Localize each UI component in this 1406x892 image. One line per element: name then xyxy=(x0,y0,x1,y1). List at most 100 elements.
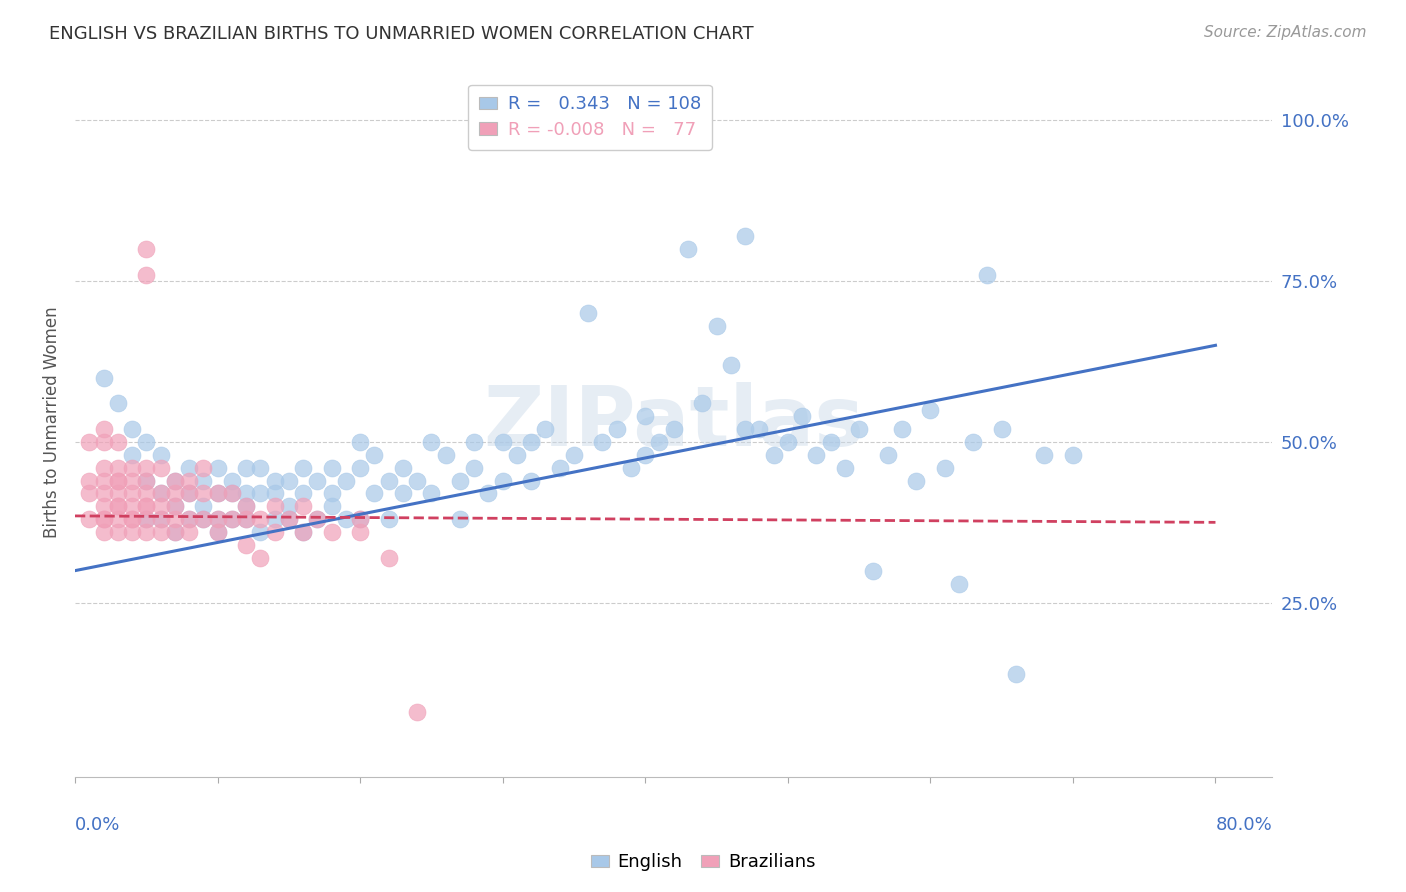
Point xyxy=(163,524,186,539)
Point xyxy=(193,500,215,514)
Point xyxy=(463,460,485,475)
Point xyxy=(93,512,115,526)
Point xyxy=(135,486,157,500)
Point xyxy=(193,460,215,475)
Point xyxy=(263,486,285,500)
Point xyxy=(249,512,271,526)
Point xyxy=(107,474,129,488)
Text: 80.0%: 80.0% xyxy=(1216,815,1272,833)
Point xyxy=(820,434,842,449)
Point xyxy=(920,402,942,417)
Point xyxy=(277,500,299,514)
Point xyxy=(149,486,172,500)
Point xyxy=(790,409,813,424)
Point xyxy=(263,524,285,539)
Point xyxy=(235,512,257,526)
Text: ZIPatlas: ZIPatlas xyxy=(484,382,865,463)
Point xyxy=(177,486,200,500)
Point xyxy=(292,486,315,500)
Point xyxy=(420,434,443,449)
Point xyxy=(107,512,129,526)
Point xyxy=(177,512,200,526)
Point xyxy=(77,512,100,526)
Point xyxy=(962,434,984,449)
Point xyxy=(890,422,912,436)
Point xyxy=(177,512,200,526)
Point xyxy=(135,500,157,514)
Point xyxy=(862,564,884,578)
Point xyxy=(377,474,399,488)
Point xyxy=(207,524,229,539)
Point xyxy=(463,434,485,449)
Point xyxy=(434,448,457,462)
Point xyxy=(1005,666,1028,681)
Point xyxy=(277,474,299,488)
Text: ENGLISH VS BRAZILIAN BIRTHS TO UNMARRIED WOMEN CORRELATION CHART: ENGLISH VS BRAZILIAN BIRTHS TO UNMARRIED… xyxy=(49,25,754,43)
Point xyxy=(648,434,671,449)
Point xyxy=(193,512,215,526)
Point xyxy=(193,474,215,488)
Point xyxy=(121,474,143,488)
Point xyxy=(135,434,157,449)
Point xyxy=(121,460,143,475)
Point xyxy=(321,524,343,539)
Point xyxy=(321,500,343,514)
Point xyxy=(221,512,243,526)
Point xyxy=(905,474,928,488)
Point xyxy=(307,474,329,488)
Point xyxy=(292,524,315,539)
Point xyxy=(406,705,429,719)
Point xyxy=(235,512,257,526)
Point xyxy=(263,474,285,488)
Point xyxy=(207,512,229,526)
Point xyxy=(93,422,115,436)
Point xyxy=(321,460,343,475)
Y-axis label: Births to Unmarried Women: Births to Unmarried Women xyxy=(44,307,60,539)
Point xyxy=(249,550,271,565)
Point xyxy=(235,538,257,552)
Point xyxy=(177,524,200,539)
Point xyxy=(292,524,315,539)
Point xyxy=(249,524,271,539)
Point xyxy=(77,434,100,449)
Point xyxy=(235,486,257,500)
Point xyxy=(107,500,129,514)
Point xyxy=(107,486,129,500)
Point xyxy=(948,576,970,591)
Point xyxy=(235,500,257,514)
Point xyxy=(135,512,157,526)
Point xyxy=(249,460,271,475)
Legend: R =   0.343   N = 108, R = -0.008   N =   77: R = 0.343 N = 108, R = -0.008 N = 77 xyxy=(468,85,711,150)
Point xyxy=(149,448,172,462)
Point xyxy=(634,448,657,462)
Point xyxy=(321,486,343,500)
Point xyxy=(249,486,271,500)
Point xyxy=(121,448,143,462)
Point xyxy=(449,474,471,488)
Point xyxy=(149,512,172,526)
Point xyxy=(135,268,157,282)
Point xyxy=(177,474,200,488)
Point xyxy=(121,422,143,436)
Point xyxy=(177,460,200,475)
Point xyxy=(292,460,315,475)
Point xyxy=(492,434,515,449)
Point xyxy=(221,486,243,500)
Point xyxy=(107,460,129,475)
Point xyxy=(93,512,115,526)
Point xyxy=(349,512,371,526)
Point xyxy=(734,228,756,243)
Text: Source: ZipAtlas.com: Source: ZipAtlas.com xyxy=(1204,25,1367,40)
Point xyxy=(377,550,399,565)
Point xyxy=(263,500,285,514)
Point xyxy=(307,512,329,526)
Point xyxy=(93,474,115,488)
Point xyxy=(149,486,172,500)
Point xyxy=(534,422,557,436)
Text: 0.0%: 0.0% xyxy=(75,815,121,833)
Point xyxy=(420,486,443,500)
Point xyxy=(292,500,315,514)
Point xyxy=(277,512,299,526)
Point xyxy=(706,318,728,333)
Point xyxy=(676,242,699,256)
